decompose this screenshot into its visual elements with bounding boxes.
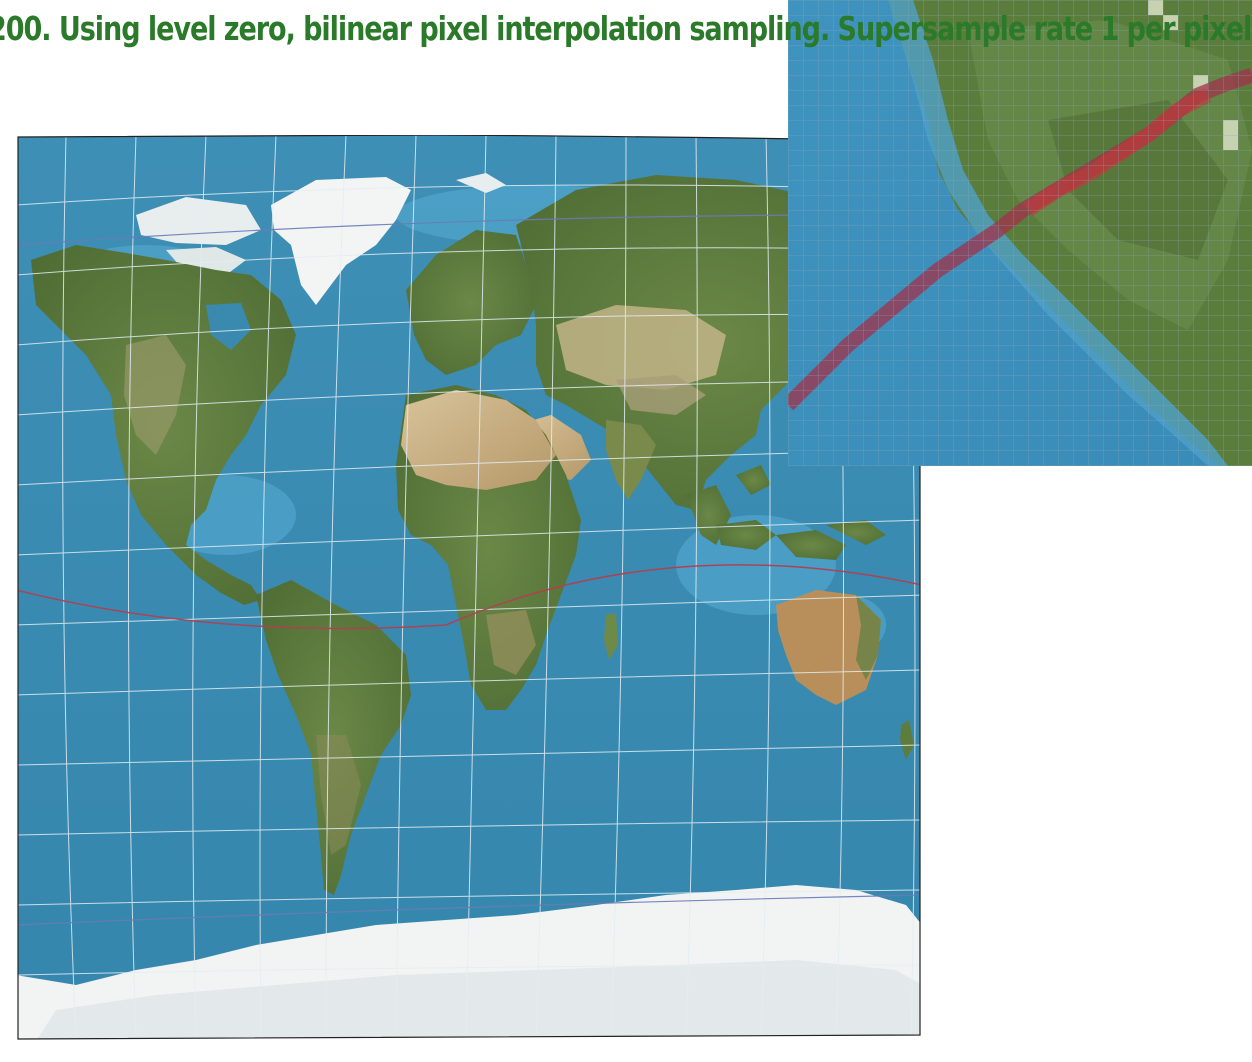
graticule: [18, 135, 920, 1039]
new-zealand: [900, 720, 914, 760]
europe: [406, 230, 536, 375]
india: [606, 420, 656, 500]
world-map: [17, 135, 921, 1040]
madagascar: [604, 613, 618, 660]
zoom-inset: [788, 0, 1252, 466]
greenland: [271, 177, 411, 305]
equator-line: [18, 564, 920, 630]
australia: [776, 590, 881, 705]
southeast-asia: [686, 465, 886, 560]
render-caption: 200. Using level zero, bilinear pixel in…: [0, 9, 1252, 48]
inset-pixel-grid: [788, 0, 1252, 466]
